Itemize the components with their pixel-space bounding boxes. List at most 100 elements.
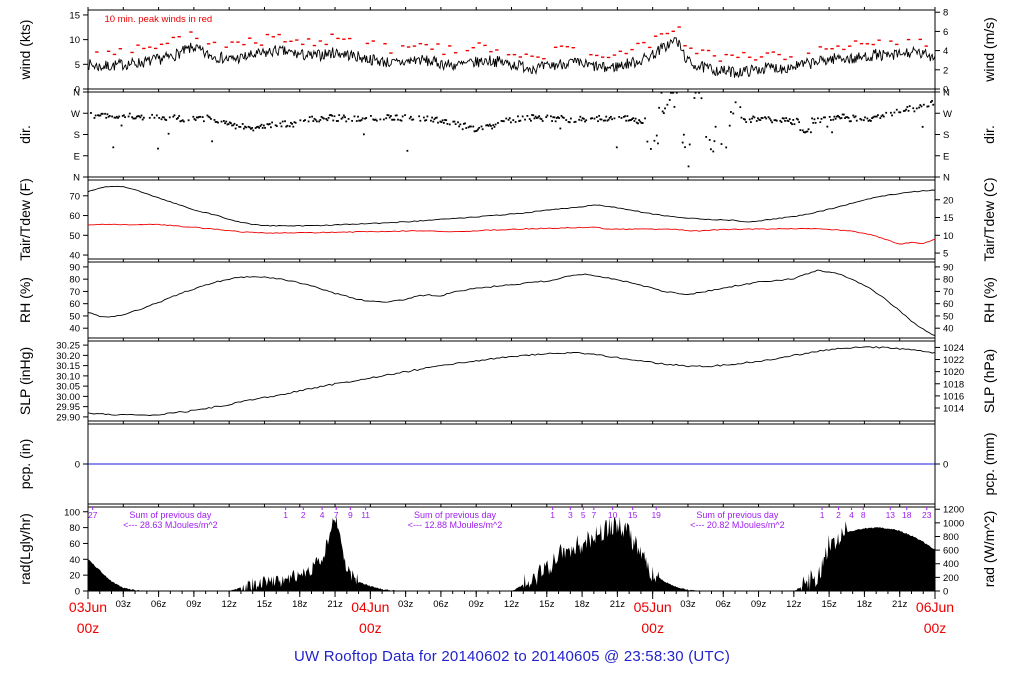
dir-dot	[395, 114, 398, 117]
dir-dot	[526, 114, 529, 117]
dir-dot	[908, 105, 911, 108]
peak-wind-dash	[765, 52, 770, 54]
y-tick-label-left: 40	[69, 324, 80, 335]
y-tick-label-right: 1000	[943, 518, 964, 529]
y-tick-label-left: 60	[69, 539, 80, 550]
dir-dot	[698, 91, 701, 94]
dir-dot	[773, 119, 776, 122]
y-tick-label-left: 15	[69, 10, 80, 21]
dir-dot	[799, 129, 802, 132]
dir-dot	[258, 126, 261, 129]
y-tick-label-left: 70	[69, 191, 80, 202]
dir-dot	[138, 115, 141, 118]
dir-dot	[312, 120, 315, 122]
dir-dot	[898, 111, 901, 114]
dir-dot	[232, 124, 235, 127]
rad-cum-label: 15	[628, 510, 638, 520]
dir-dot	[351, 119, 353, 122]
rad-cum-label: 9	[348, 510, 353, 520]
dir-dot	[337, 120, 339, 122]
series-solar-radiation	[88, 516, 935, 591]
x-date-label: 04Jun	[351, 599, 389, 615]
dir-dot	[638, 119, 641, 122]
x-hour-label: 06z	[151, 599, 167, 610]
y-tick-label-left: 30.10	[56, 371, 80, 382]
dir-dot	[618, 115, 621, 118]
dir-dot	[365, 117, 368, 119]
dir-dot	[330, 114, 332, 116]
peak-wind-dash	[95, 51, 99, 53]
dir-dot	[311, 115, 314, 118]
y-tick-label-left: 40	[69, 555, 80, 566]
dir-dot	[627, 119, 630, 122]
dir-dot	[519, 119, 522, 122]
dir-dot	[502, 120, 505, 123]
peak-wind-dash	[671, 30, 675, 33]
dir-dot	[767, 116, 770, 119]
y-tick-label-left: 29.95	[56, 402, 80, 413]
peak-wind-dash	[612, 54, 617, 56]
x-hour-label: 06z	[433, 599, 449, 610]
dir-dot	[370, 114, 372, 117]
peak-wind-dash	[348, 37, 352, 40]
dir-dot	[838, 116, 841, 118]
dir-dot	[854, 115, 857, 118]
dir-dot	[448, 123, 451, 126]
x-hour-label: 15z	[821, 599, 837, 610]
peak-wind-dash	[465, 49, 470, 52]
dir-dot	[759, 119, 762, 121]
rad-cum-label: 1	[550, 510, 555, 520]
peak-wind-dash	[118, 48, 123, 50]
series-SLP_inHg	[87, 346, 936, 416]
dir-dot	[210, 118, 212, 120]
dir-dot	[797, 118, 799, 121]
dir-dot	[422, 116, 425, 119]
dir-dot	[228, 121, 231, 124]
peak-wind-dash	[448, 45, 452, 47]
dir-dot	[441, 119, 444, 122]
dir-dot	[340, 117, 343, 120]
dir-dot	[602, 119, 605, 122]
dir-dot	[546, 114, 549, 117]
dir-dot	[764, 116, 766, 119]
x-hour-label: 06z	[716, 599, 732, 610]
annotations: 10 min. peak winds in red Sum of previous…	[88, 14, 932, 530]
dir-dot	[607, 118, 610, 121]
peak-wind-dash	[830, 48, 834, 50]
peak-wind-note: 10 min. peak winds in red	[104, 14, 212, 25]
dir-dot	[873, 115, 876, 118]
dir-dot	[855, 119, 858, 122]
peak-wind-dash	[736, 56, 740, 59]
dir-dot	[574, 120, 577, 123]
peak-wind-dash	[195, 37, 199, 40]
dir-dot	[505, 117, 508, 120]
dir-dot	[373, 119, 376, 121]
dir-dot	[801, 129, 804, 132]
x-hour-label: 09z	[186, 599, 202, 610]
x-hour-label: 15z	[257, 599, 273, 610]
dir-dot	[760, 117, 763, 119]
dir-dot	[288, 125, 291, 128]
dir-dot	[342, 114, 345, 117]
dir-dot	[753, 116, 756, 119]
dir-dot	[180, 120, 183, 122]
dir-dot	[99, 114, 102, 117]
dir-dot	[375, 119, 378, 122]
dir-dot	[442, 122, 445, 124]
y-tick-label-left: 40	[69, 251, 80, 262]
x-axis: 03z 06z 09z 12z 15z 18z 21z 03z 06z 09z 12z 15z 18z 2…	[69, 591, 954, 636]
dir-dot	[670, 91, 672, 94]
dir-dot	[826, 125, 829, 128]
dir-dot	[227, 123, 230, 125]
dir-dot	[379, 118, 382, 121]
dir-dot	[915, 107, 918, 110]
dir-dot	[400, 119, 403, 122]
dir-dot	[319, 119, 322, 121]
dir-dot	[606, 119, 609, 122]
dir-dot	[360, 119, 363, 121]
dir-dot	[891, 114, 893, 117]
dir-dot	[805, 130, 808, 133]
dir-dot	[168, 116, 171, 119]
peak-wind-dash	[406, 46, 411, 48]
